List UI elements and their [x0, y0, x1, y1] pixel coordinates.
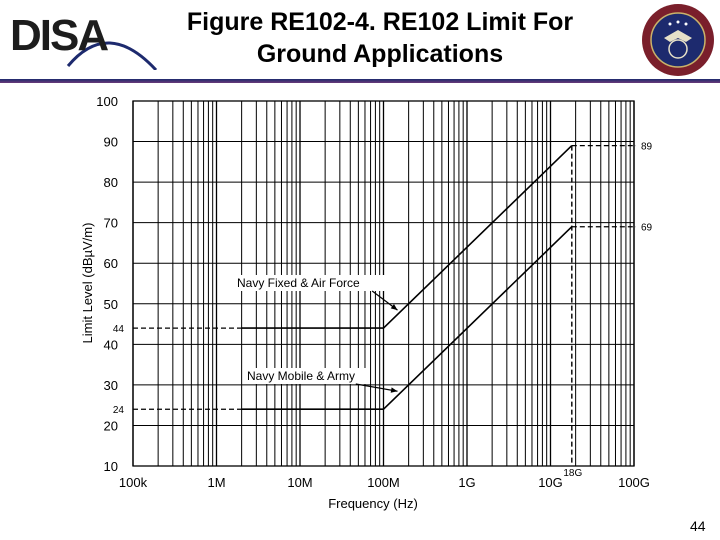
callout-arrowhead: [390, 387, 398, 393]
level-label: 24: [113, 405, 125, 416]
freq-marker-label: 18G: [563, 468, 582, 479]
series-label: Navy Fixed & Air Force: [237, 276, 360, 290]
chart-lines: [241, 145, 573, 411]
chart-annotations: 44 24 89 69 18G Navy Fixed & Air Force Navy Mo…: [109, 142, 653, 479]
callout-arrowhead: [390, 304, 398, 311]
y-tick-label: 40: [104, 337, 118, 352]
level-label: 89: [641, 142, 653, 153]
series-line-2: [241, 226, 573, 411]
series-label-background: [244, 368, 369, 384]
y-tick-label: 50: [104, 297, 118, 312]
y-tick-label: 100: [96, 94, 118, 109]
y-tick-label: 20: [104, 418, 118, 433]
x-tick-label: 100k: [119, 475, 148, 490]
x-tick-label: 10M: [287, 475, 312, 490]
x-tick-label: 10G: [538, 475, 563, 490]
level-label-background: [109, 321, 127, 335]
x-tick-label: 100G: [618, 475, 650, 490]
y-tick-label: 60: [104, 256, 118, 271]
slide-number: 44: [690, 518, 706, 534]
series-line-1: [241, 145, 573, 329]
slide-title-line-2: Ground Applications: [256, 40, 504, 68]
header-divider: [0, 79, 720, 83]
level-label-background: [109, 402, 127, 416]
series-label-background: [234, 275, 386, 291]
x-tick-label: 1M: [207, 475, 225, 490]
y-tick-label: 90: [104, 135, 118, 150]
logo-text: DISA: [10, 11, 108, 60]
x-axis-label: Frequency (Hz): [328, 496, 418, 511]
level-label: 44: [113, 324, 125, 335]
x-tick-label: 1G: [458, 475, 475, 490]
slide-title-line-1: Figure RE102-4. RE102 Limit For: [186, 8, 574, 36]
slide-title: Figure RE102-4. RE102 Limit For Ground A…: [160, 6, 600, 70]
y-axis-label: Limit Level (dBµV/m): [80, 223, 95, 344]
seal-icon: [642, 4, 714, 76]
y-tick-label: 70: [104, 216, 118, 231]
y-tick-label: 80: [104, 175, 118, 190]
plot-border: [132, 100, 635, 467]
slide-header: DISA Figure RE102-4. RE102 Limit For Gro…: [0, 0, 720, 83]
y-tick-label: 10: [104, 459, 118, 474]
level-label: 69: [641, 223, 653, 234]
callout-arrow-line: [355, 383, 398, 392]
series-label: Navy Mobile & Army: [247, 369, 355, 383]
y-tick-label: 30: [104, 378, 118, 393]
x-tick-label: 100M: [367, 475, 400, 490]
disa-logo: DISA: [10, 11, 158, 70]
